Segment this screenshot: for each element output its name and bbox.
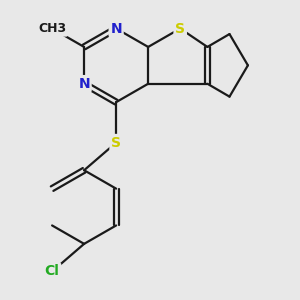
Text: N: N (78, 77, 90, 91)
Text: N: N (110, 22, 122, 35)
Text: S: S (111, 136, 121, 150)
Text: Cl: Cl (45, 265, 59, 278)
Text: S: S (175, 22, 185, 35)
Text: CH3: CH3 (38, 22, 66, 35)
